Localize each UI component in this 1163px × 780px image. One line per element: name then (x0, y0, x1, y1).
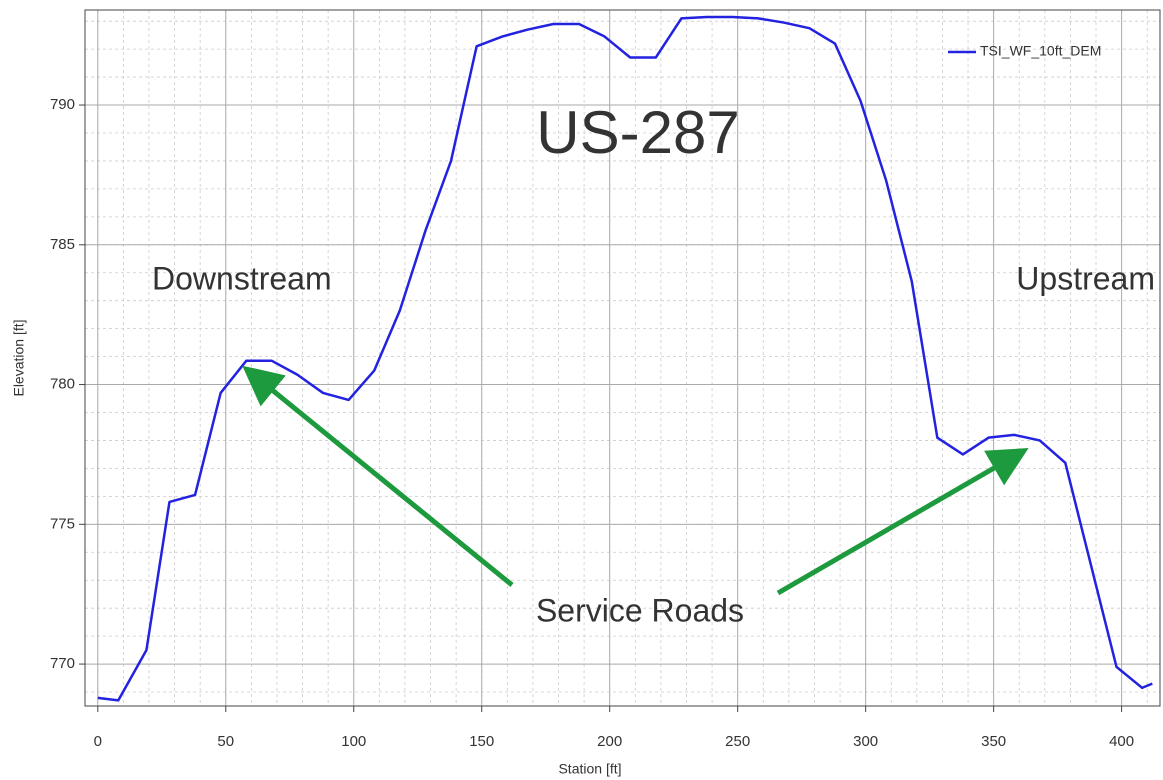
x-tick-label: 350 (981, 733, 1006, 750)
plot-frame (84, 9, 1161, 707)
arrow (242, 365, 514, 587)
x-tick-label: 200 (597, 733, 622, 750)
y-axis-label: Elevation [ft] (11, 319, 27, 396)
y-tick-label: 790 (50, 96, 75, 113)
annotation: Service Roads (536, 592, 744, 628)
title-annotation: US-287 (536, 99, 739, 166)
x-tick-label: 0 (94, 733, 102, 750)
x-tick-label: 150 (469, 733, 494, 750)
plot (97, 15, 1153, 702)
x-axis-label: Station [ft] (558, 761, 621, 777)
x-tick-label: 100 (341, 733, 366, 750)
y-tick-label: 770 (50, 655, 75, 672)
y-tick-label: 785 (50, 236, 75, 253)
legend-label: TSI_WF_10ft_DEM (980, 43, 1101, 59)
annotation: Upstream (1016, 260, 1155, 296)
annotation: Downstream (152, 260, 332, 296)
x-tick-label: 400 (1109, 733, 1134, 750)
arrow (776, 447, 1029, 596)
line-series (97, 15, 1153, 702)
y-tick-label: 775 (50, 515, 75, 532)
x-tick-label: 50 (217, 733, 234, 750)
y-tick-label: 780 (50, 376, 75, 393)
legend: TSI_WF_10ft_DEM (948, 43, 1101, 59)
grid (85, 10, 1160, 706)
x-tick-label: 250 (725, 733, 750, 750)
x-tick-label: 300 (853, 733, 878, 750)
